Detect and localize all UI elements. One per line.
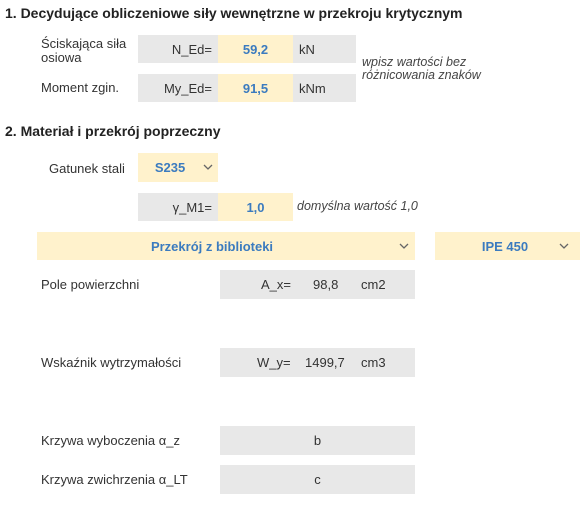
- row-label: Krzywa wyboczenia α_z: [41, 433, 181, 448]
- row-label: Gatunek stali: [49, 161, 125, 176]
- row-label: Wskaźnik wytrzymałości: [41, 355, 182, 370]
- unit: kNm: [293, 74, 356, 102]
- output-box: W_y= 1499,7 cm3: [220, 348, 415, 377]
- symbol: My_Ed=: [138, 74, 218, 102]
- input-value[interactable]: 1,0: [218, 193, 293, 221]
- note: wpisz wartości bez różnicowania znaków: [362, 55, 481, 82]
- input-value[interactable]: 91,5: [218, 74, 293, 102]
- output-value: 1499,7: [305, 355, 345, 370]
- dropdown[interactable]: IPE 450: [435, 232, 580, 260]
- unit: cm3: [361, 355, 386, 370]
- row-label: Krzywa zwichrzenia α_LT: [41, 472, 188, 487]
- row-label: Moment zgin.: [41, 80, 120, 95]
- symbol: N_Ed=: [138, 35, 218, 63]
- note: domyślna wartość 1,0: [297, 199, 418, 213]
- dropdown[interactable]: S235: [138, 153, 218, 182]
- chevron: [399, 243, 409, 249]
- row-label: Pole powierzchni: [41, 277, 140, 292]
- dropdown[interactable]: Przekrój z biblioteki: [37, 232, 415, 260]
- dropdown-value: Przekrój z biblioteki: [150, 238, 274, 254]
- output-value: 98,8: [313, 277, 339, 292]
- section-title: 1. Decydujące obliczeniowe siły wewnętrz…: [5, 5, 463, 21]
- chevron: [203, 164, 213, 170]
- chevron: [559, 243, 569, 249]
- output-value: c: [220, 465, 415, 494]
- output-value: b: [220, 426, 415, 455]
- dropdown-value: S235: [154, 160, 186, 175]
- symbol: A_x=: [261, 277, 291, 292]
- symbol: γ_M1=: [138, 193, 218, 221]
- unit: kN: [293, 35, 356, 63]
- dropdown-value: IPE 450: [481, 238, 529, 254]
- input-value[interactable]: 59,2: [218, 35, 293, 63]
- symbol: W_y=: [257, 355, 291, 370]
- row-label: Ściskająca siła osiowa: [41, 36, 127, 65]
- output-box: A_x= 98,8 cm2: [220, 270, 415, 299]
- unit: cm2: [361, 277, 386, 292]
- section-title: 2. Materiał i przekrój poprzeczny: [5, 123, 221, 139]
